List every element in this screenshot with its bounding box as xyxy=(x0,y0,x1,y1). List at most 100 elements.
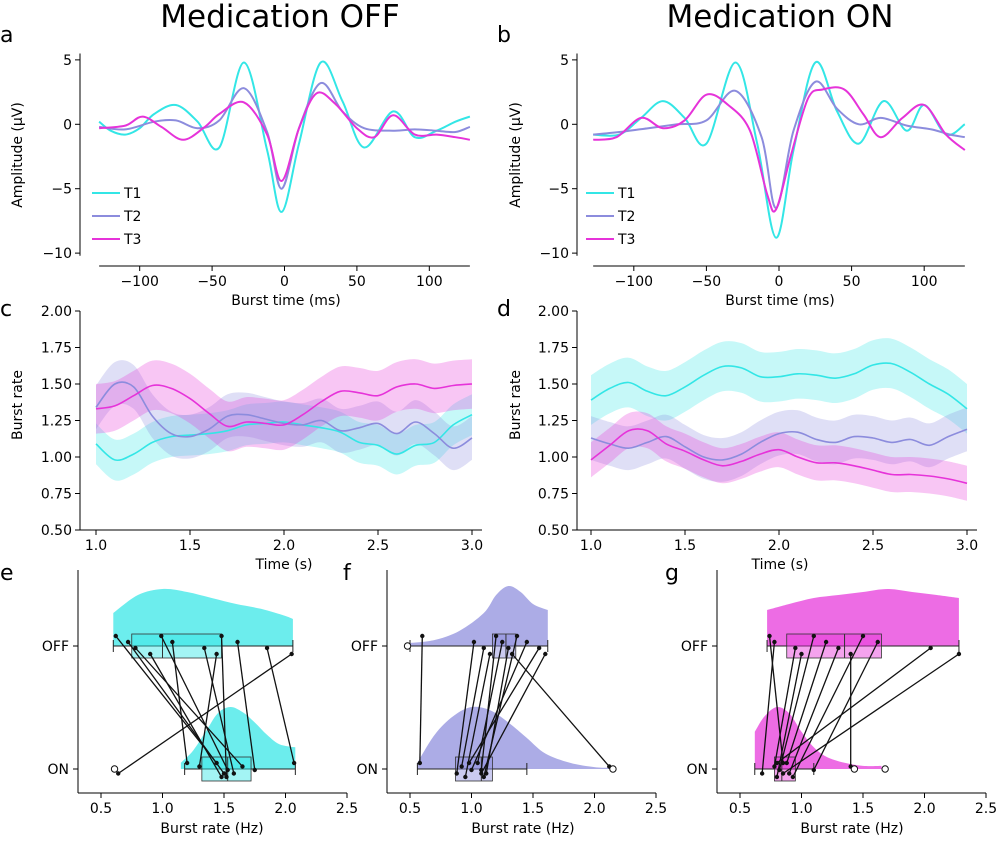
panel-d: d 0.50 0.75 1.00 1.25 1.50 1.75 2.00 1.0 1.5 2.0 2.… xyxy=(497,297,978,573)
d-band-T1 xyxy=(591,338,967,434)
f-y-tick-label-ON: ON xyxy=(357,762,379,778)
g-point-off xyxy=(956,651,962,657)
f-pair-line xyxy=(456,641,475,774)
e-pair-line xyxy=(134,647,243,767)
b-x-tick-label: −50 xyxy=(692,274,722,290)
b-legend-label-T3: T3 xyxy=(617,232,635,248)
f-point-on xyxy=(469,767,474,773)
a-y-tick-label: −10 xyxy=(42,246,72,262)
c-x-tick-label: 3.0 xyxy=(461,538,483,554)
c-y-tick-label: 1.25 xyxy=(41,414,72,430)
f-pair-line xyxy=(468,647,540,764)
d-y-tick-label: 0.50 xyxy=(538,523,569,539)
e-pair-line xyxy=(203,647,235,774)
b-x-tick-label: −100 xyxy=(615,274,653,290)
g-point-off xyxy=(799,651,804,657)
f-point-on xyxy=(479,771,484,776)
g-point-on xyxy=(772,764,777,769)
g-point-on xyxy=(780,771,786,776)
f-density-on xyxy=(417,706,612,769)
g-point-off xyxy=(836,645,841,651)
g-point-on xyxy=(759,771,765,776)
b-y-axis-label: Amplitude (μV) xyxy=(508,102,524,208)
a-x-axis-label: Burst time (ms) xyxy=(231,293,340,309)
panel-f: f OFF ON 0.5 1.0 1.5 2.0 2.5 Burst rate (Hz) xyxy=(343,561,667,837)
g-y-tick-label-ON: ON xyxy=(687,762,709,778)
f-point-on xyxy=(454,771,459,776)
g-pair-line xyxy=(778,635,815,771)
g-pair-line xyxy=(792,635,864,778)
c-y-tick-label: 0.75 xyxy=(41,487,72,503)
a-x-tick-label: 100 xyxy=(416,274,443,290)
f-point-on xyxy=(475,760,480,766)
f-point-off xyxy=(420,633,425,639)
g-pair-line xyxy=(786,641,827,764)
g-pair-line xyxy=(782,653,960,775)
g-point-on xyxy=(774,760,780,766)
f-pair-line xyxy=(470,641,528,771)
c-line-T2 xyxy=(95,381,473,450)
b-y-tick-label: 5 xyxy=(560,53,569,69)
f-x-tick-label: 1.5 xyxy=(522,801,544,817)
e-pair-line xyxy=(160,635,229,771)
f-pair-line xyxy=(480,653,546,774)
c-x-axis-label: Time (s) xyxy=(255,557,313,573)
c-line-T3 xyxy=(95,383,473,428)
e-pair-line xyxy=(149,653,223,778)
f-pair-line xyxy=(480,635,497,771)
c-x-tick-label: 1.0 xyxy=(85,538,107,554)
c-x-tick-label: 2.0 xyxy=(273,538,295,554)
g-point-on xyxy=(784,760,789,766)
g-density-on xyxy=(754,706,882,769)
g-x-axis-label: Burst rate (Hz) xyxy=(800,821,903,837)
g-point-off xyxy=(928,645,933,651)
g-point-on xyxy=(811,767,816,773)
f-pair-line xyxy=(419,635,423,764)
e-pair-line xyxy=(127,641,225,774)
g-x-tick-label: 2.5 xyxy=(975,801,997,817)
d-line-T2 xyxy=(590,428,968,461)
f-point-on xyxy=(466,760,472,766)
panel-label-e: e xyxy=(0,561,14,586)
g-x-tick-label: 2.0 xyxy=(913,801,935,817)
c-y-tick-label: 1.75 xyxy=(41,341,72,357)
f-point-off xyxy=(487,651,493,657)
e-x-tick-label: 0.5 xyxy=(90,801,112,817)
c-y-tick-label: 0.50 xyxy=(41,523,72,539)
a-y-tick-label: 5 xyxy=(63,53,72,69)
f-point-off xyxy=(536,645,542,651)
a-y-tick-label: 0 xyxy=(63,117,72,133)
g-density-off xyxy=(767,589,959,646)
b-x-tick-label: 0 xyxy=(775,274,784,290)
g-point-on xyxy=(787,771,792,776)
f-point-off xyxy=(543,651,548,657)
g-point-off xyxy=(772,639,777,645)
c-x-tick-label: 1.5 xyxy=(179,538,201,554)
b-line-T1 xyxy=(593,61,966,239)
g-pair-line xyxy=(788,647,840,774)
d-y-tick-label: 0.75 xyxy=(538,487,569,503)
e-point-off xyxy=(113,633,118,639)
c-band-T3 xyxy=(96,359,472,452)
g-pair-line xyxy=(773,647,796,767)
f-x-tick-label: 2.0 xyxy=(583,801,605,817)
e-box-off-box xyxy=(131,633,222,659)
b-legend-label-T1: T1 xyxy=(617,186,635,202)
b-y-tick-label: 0 xyxy=(560,117,569,133)
g-point-off xyxy=(823,639,829,645)
d-x-axis-label: Time (s) xyxy=(751,557,809,573)
e-point-off xyxy=(170,639,175,645)
g-outlier-on xyxy=(850,765,859,773)
e-point-off xyxy=(235,639,240,645)
e-point-on xyxy=(219,774,224,780)
g-outlier-on xyxy=(881,765,889,773)
e-point-off xyxy=(159,633,164,639)
f-x-tick-label: 0.5 xyxy=(399,801,421,817)
c-band-T2 xyxy=(96,360,472,471)
a-line-T3 xyxy=(98,91,471,183)
e-point-off xyxy=(264,645,270,651)
d-x-tick-label: 2.5 xyxy=(862,538,884,554)
c-y-tick-label: 1.50 xyxy=(41,377,72,393)
